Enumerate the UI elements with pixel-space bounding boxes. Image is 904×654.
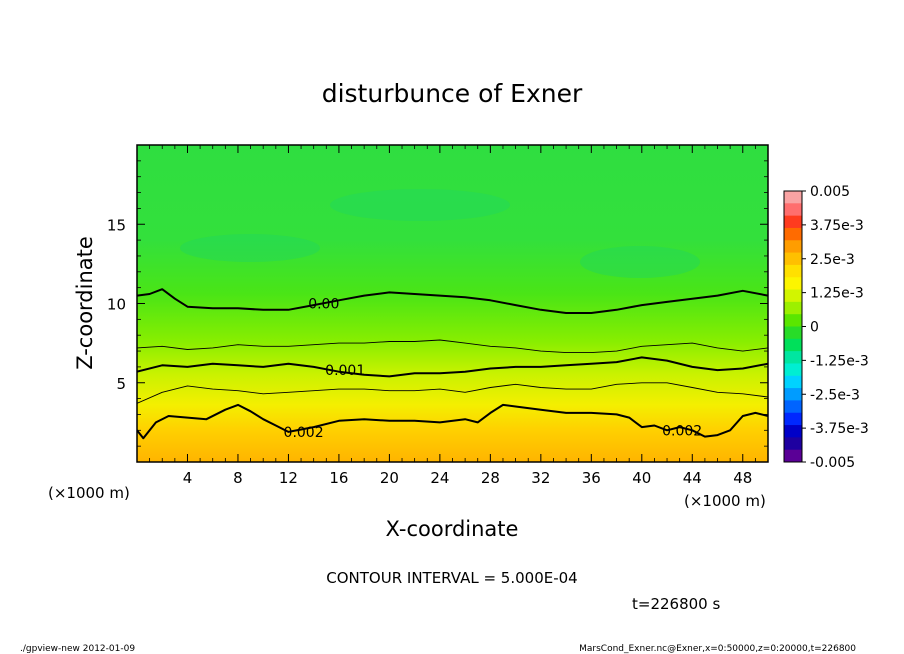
colorbar-swatch bbox=[784, 351, 802, 364]
colorbar-swatch bbox=[784, 437, 802, 451]
colorbar-swatch bbox=[784, 425, 802, 438]
x-tick-label: 24 bbox=[430, 469, 449, 487]
colorbar-swatch bbox=[784, 227, 802, 241]
contour-line bbox=[137, 403, 768, 440]
x-tick-label: 36 bbox=[582, 469, 601, 487]
y-axis-label: Z-coordinate bbox=[73, 236, 97, 370]
field-patch bbox=[580, 246, 700, 278]
colorbar-tick-label: 3.75e-3 bbox=[810, 218, 864, 234]
colorbar-tick-label: 2.5e-3 bbox=[810, 252, 855, 268]
colorbar-swatch bbox=[784, 449, 802, 463]
colorbar-tick-label: -0.005 bbox=[810, 455, 855, 471]
colorbar-tick-label: -2.5e-3 bbox=[810, 387, 860, 403]
colorbar-swatch bbox=[784, 363, 802, 377]
y-tick-label: 10 bbox=[107, 296, 126, 314]
colorbar: 0.005 3.75e-3 2.5e-3 1.25e-3 0 -1.25e-3 -2.5e-… bbox=[783, 184, 869, 471]
x-tick-label: 8 bbox=[233, 469, 243, 487]
field-patch bbox=[330, 189, 510, 221]
colorbar-swatch bbox=[784, 400, 802, 414]
colorbar-swatch bbox=[784, 252, 802, 266]
x-tick-label: 40 bbox=[632, 469, 651, 487]
colorbar-swatch bbox=[784, 326, 802, 340]
colorbar-tick-label: -1.25e-3 bbox=[810, 353, 869, 369]
colorbar-swatch bbox=[784, 301, 802, 315]
y-tick-label: 5 bbox=[116, 375, 126, 393]
colorbar-swatch bbox=[784, 388, 802, 401]
x-tick-label: 20 bbox=[380, 469, 399, 487]
colorbar-tick-label: 1.25e-3 bbox=[810, 286, 864, 302]
field-patch bbox=[180, 234, 320, 262]
x-tick-label: 4 bbox=[183, 469, 193, 487]
x-tick-label: 44 bbox=[683, 469, 702, 487]
x-axis: 4 8 12 16 20 24 28 32 36 40 44 48 bbox=[149, 145, 756, 487]
colorbar-swatch bbox=[784, 314, 802, 327]
x-tick-label: 32 bbox=[531, 469, 550, 487]
x-units-right: (×1000 m) bbox=[684, 492, 766, 510]
colorbar-swatch bbox=[784, 412, 802, 426]
colorbar-swatch bbox=[784, 375, 802, 389]
footer-left: ./gpview-new 2012-01-09 bbox=[20, 644, 135, 654]
contour-interval-label: CONTOUR INTERVAL = 5.000E-04 bbox=[326, 569, 577, 587]
colorbar-swatch bbox=[784, 264, 802, 278]
contour-line bbox=[137, 382, 768, 404]
y-axis: 5 10 15 bbox=[107, 160, 768, 447]
contour-label: 0.00 bbox=[308, 297, 339, 313]
colorbar-swatch bbox=[784, 289, 802, 303]
contour-line bbox=[137, 356, 768, 378]
colorbar-swatch bbox=[784, 338, 802, 352]
x-tick-label: 12 bbox=[279, 469, 298, 487]
contour-line bbox=[137, 288, 768, 314]
colorbar-swatch bbox=[784, 277, 802, 290]
colorbar-swatch bbox=[784, 215, 802, 229]
x-units-left: (×1000 m) bbox=[48, 484, 130, 502]
contour-label: 0.002 bbox=[284, 425, 324, 441]
colorbar-tick-label: -3.75e-3 bbox=[810, 421, 869, 437]
contour-label: 0.002 bbox=[662, 423, 702, 439]
colorbar-tick-label: 0.005 bbox=[810, 184, 850, 200]
footer-right: MarsCond_Exner.nc@Exner,x=0:50000,z=0:20… bbox=[579, 644, 856, 654]
contour-line bbox=[137, 339, 768, 354]
colorbar-swatch bbox=[784, 203, 802, 217]
colorbar-swatch bbox=[784, 191, 802, 204]
x-tick-label: 28 bbox=[481, 469, 500, 487]
colorbar-swatch bbox=[784, 240, 802, 253]
colorbar-tick-label: 0 bbox=[810, 320, 819, 336]
x-axis-label: X-coordinate bbox=[386, 517, 519, 541]
plot-area: 0.00 0.001 0.002 0.002 bbox=[137, 145, 768, 462]
contour-label: 0.001 bbox=[325, 363, 365, 379]
y-tick-label: 15 bbox=[107, 216, 126, 234]
time-label: t=226800 s bbox=[632, 595, 720, 613]
chart-title: disturbunce of Exner bbox=[322, 79, 583, 108]
x-tick-label: 48 bbox=[733, 469, 752, 487]
x-tick-label: 16 bbox=[329, 469, 348, 487]
